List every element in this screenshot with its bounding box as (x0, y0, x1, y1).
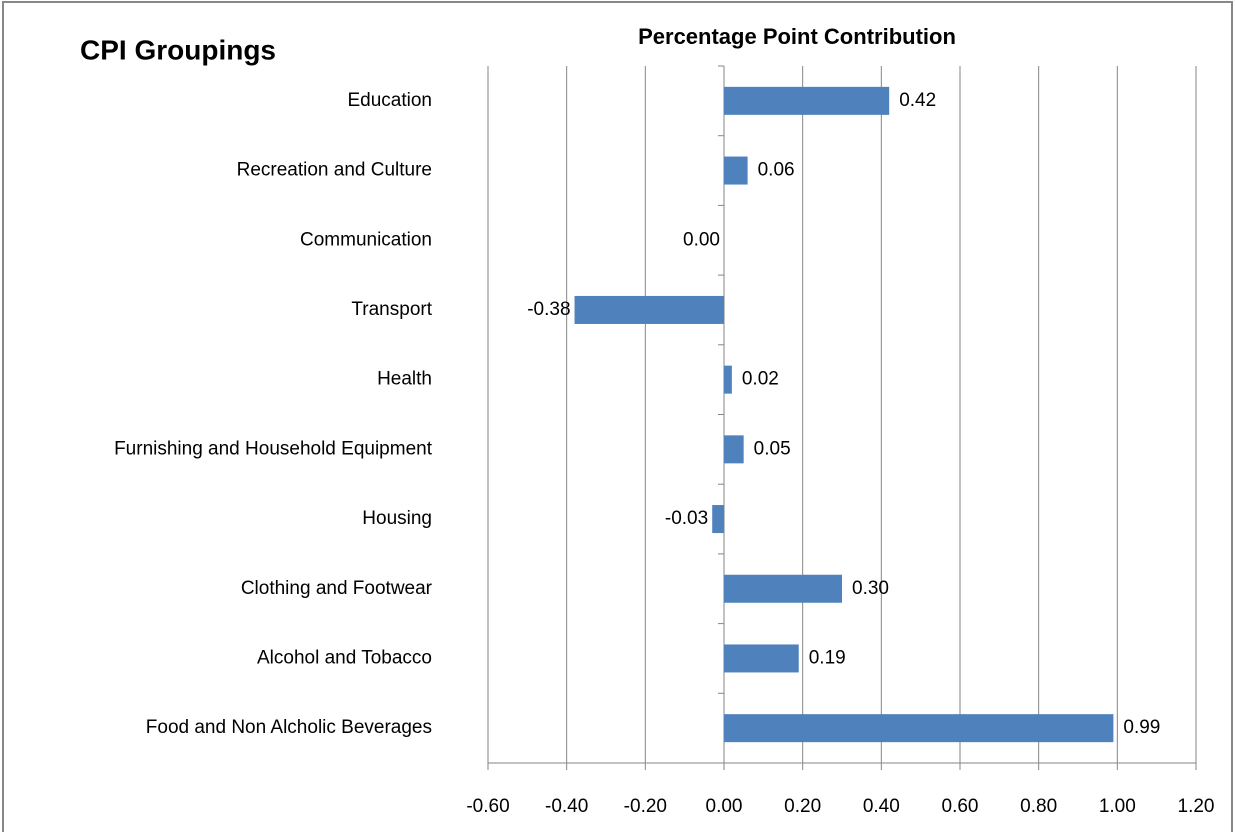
x-tick-label: 0.20 (784, 796, 821, 817)
value-label: 0.06 (758, 160, 795, 181)
bar (724, 574, 842, 603)
x-tick-label: 0.80 (1020, 796, 1057, 817)
y-tick-label: Communication (300, 229, 432, 250)
y-tick-label: Transport (351, 299, 432, 320)
x-tick-label: 1.00 (1099, 796, 1136, 817)
y-tick-label: Furnishing and Household Equipment (114, 438, 433, 459)
x-tick-label: 0.00 (706, 796, 743, 817)
bar (574, 295, 724, 324)
bar (724, 714, 1114, 743)
x-tick-label: 0.40 (863, 796, 900, 817)
bar (724, 365, 732, 394)
y-tick-label: Education (347, 90, 432, 111)
value-label: 0.30 (852, 578, 889, 599)
value-label: 0.42 (899, 90, 936, 111)
value-label: 0.02 (742, 369, 779, 390)
value-label: 0.00 (683, 229, 720, 250)
x-tick-label: -0.20 (624, 796, 667, 817)
value-label: 0.19 (809, 647, 846, 668)
bar (724, 156, 748, 185)
bar (724, 435, 744, 464)
y-tick-label: Housing (362, 508, 432, 529)
y-tick-label: Clothing and Footwear (241, 578, 433, 599)
y-tick-label: Health (377, 369, 432, 390)
x-tick-label: 0.60 (942, 796, 979, 817)
value-label: -0.03 (665, 508, 708, 529)
chart-title: CPI Groupings (80, 34, 276, 65)
x-tick-label: -0.60 (466, 796, 509, 817)
bar (712, 505, 724, 534)
value-label: -0.38 (527, 299, 570, 320)
bar (724, 86, 890, 115)
bar (724, 644, 799, 673)
value-label: 0.99 (1123, 717, 1160, 738)
x-tick-label: 1.20 (1178, 796, 1215, 817)
y-tick-label: Alcohol and Tobacco (257, 647, 432, 668)
value-label: 0.05 (754, 438, 791, 459)
axis-title: Percentage Point Contribution (638, 24, 956, 49)
y-tick-label: Recreation and Culture (237, 160, 432, 181)
y-tick-label: Food and Non Alcholic Beverages (146, 717, 432, 738)
x-tick-label: -0.40 (545, 796, 588, 817)
